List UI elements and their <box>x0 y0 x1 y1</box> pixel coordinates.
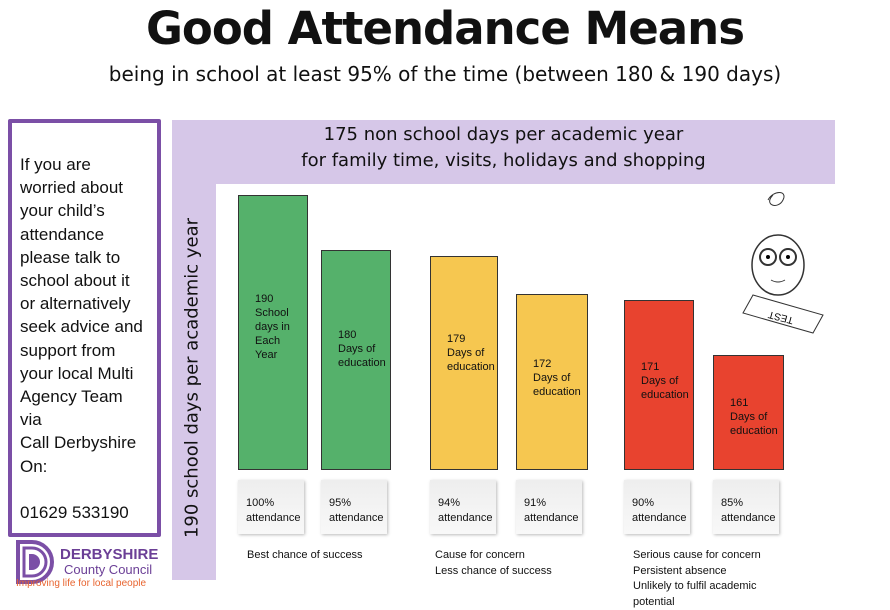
logo-name: DERBYSHIRE <box>60 546 159 563</box>
advice-message: If you are worried about your child’s at… <box>20 155 143 476</box>
attendance-label: 90% attendance <box>624 480 690 534</box>
group-note: Serious cause for concern Persistent abs… <box>633 549 761 608</box>
bar-90%: 171 Days of education <box>624 299 694 470</box>
bar-label: 180 Days of education <box>338 329 386 369</box>
page-title: Good Attendance Means <box>145 2 745 55</box>
bar-94%: 179 Days of education <box>430 255 498 470</box>
advice-box: If you are worried about your child’s at… <box>8 119 161 537</box>
attendance-label: 94% attendance <box>430 480 496 534</box>
attendance-label: 100% attendance <box>238 480 304 534</box>
vertical-label: 190 school days per academic year <box>181 217 203 539</box>
logo-tagline: Improving life for local people <box>16 578 147 589</box>
bar-label: 179 Days of education <box>447 332 495 373</box>
group-note: Cause for concern Less chance of success <box>435 549 552 577</box>
non-school-days-band: 175 non school days per academic year fo… <box>172 122 835 174</box>
bar-91%: 172 Days of education <box>516 294 588 470</box>
derbyshire-d-icon <box>16 540 54 584</box>
bar-95%: 180 Days of education <box>321 250 391 470</box>
bar-label: 190 School days in Each Year <box>255 293 290 362</box>
logo-sub: County Council <box>64 562 153 577</box>
attendance-label: 91% attendance <box>516 480 582 534</box>
worried-student-doodle-icon: TEST <box>742 192 824 334</box>
phone-number: 01629 533190 <box>20 503 129 522</box>
band-line-2: for family time, visits, holidays and sh… <box>301 150 706 171</box>
bar-label: 172 Days of education <box>533 357 581 398</box>
bar-85%: 161 Days of education <box>713 354 784 470</box>
svg-text:TEST: TEST <box>767 308 795 325</box>
attendance-label: 85% attendance <box>713 480 779 534</box>
attendance-label: 95% attendance <box>321 480 387 534</box>
bar-label: 171 Days of education <box>641 361 689 402</box>
bar-100%: 190 School days in Each Year <box>238 195 308 470</box>
group-note: Best chance of success <box>247 549 363 561</box>
band-line-1: 175 non school days per academic year <box>323 124 684 145</box>
derbyshire-logo: DERBYSHIRE County Council Improving life… <box>14 538 174 595</box>
bar-label: 161 Days of education <box>730 396 778 437</box>
subtitle: being in school at least 95% of the time… <box>108 62 782 86</box>
